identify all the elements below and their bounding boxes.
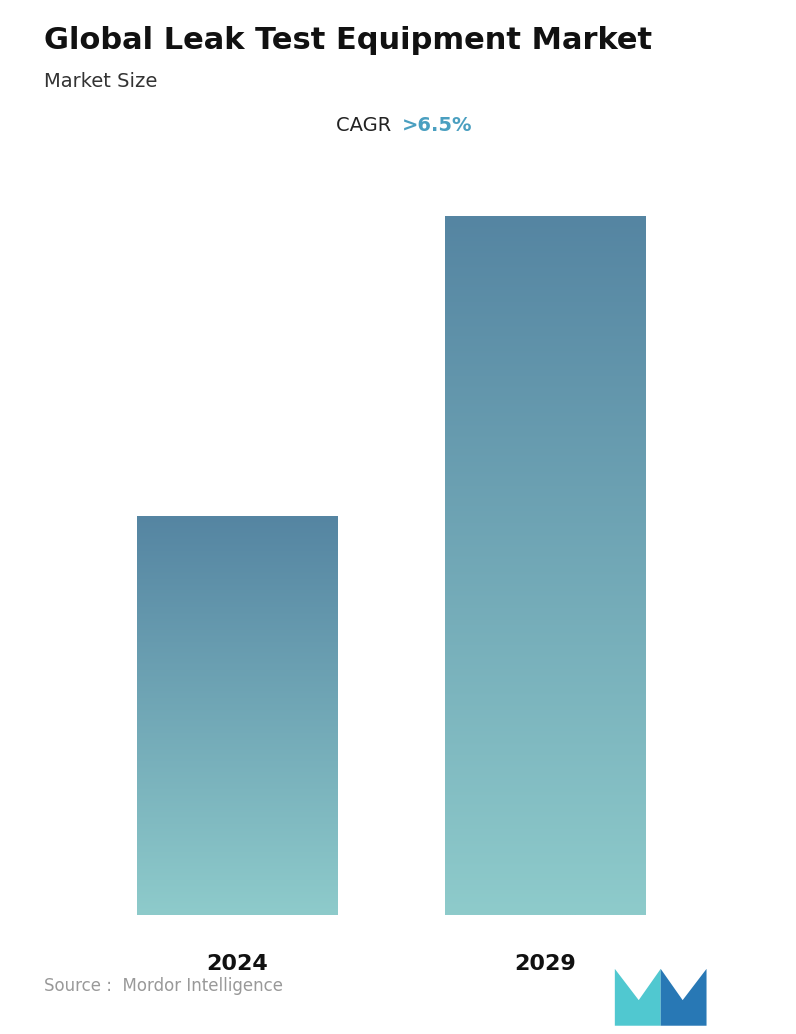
- Text: Source :  Mordor Intelligence: Source : Mordor Intelligence: [44, 977, 283, 995]
- Text: >6.5%: >6.5%: [402, 116, 473, 134]
- Text: Global Leak Test Equipment Market: Global Leak Test Equipment Market: [44, 26, 652, 55]
- Text: CAGR: CAGR: [337, 116, 398, 134]
- Text: Market Size: Market Size: [44, 72, 157, 91]
- Text: 2029: 2029: [514, 953, 576, 974]
- Text: 2024: 2024: [207, 953, 268, 974]
